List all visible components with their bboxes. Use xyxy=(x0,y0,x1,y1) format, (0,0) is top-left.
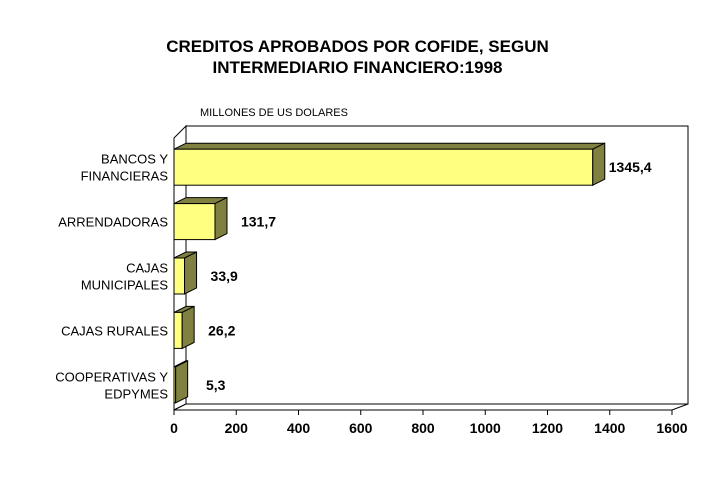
value-label: 26,2 xyxy=(208,322,235,338)
x-tick-label: 200 xyxy=(225,420,249,436)
category-label: COOPERATIVAS Y xyxy=(55,369,168,384)
bar-side xyxy=(592,142,606,187)
x-tick-label: 400 xyxy=(287,420,311,436)
value-label: 33,9 xyxy=(211,268,238,284)
x-tick-label: 1200 xyxy=(532,420,563,436)
x-tick-label: 800 xyxy=(411,420,435,436)
category-label: MUNICIPALES xyxy=(81,278,168,293)
bar xyxy=(173,257,186,295)
x-tick-label: 600 xyxy=(349,420,373,436)
value-label: 1345,4 xyxy=(609,159,652,175)
bar xyxy=(173,311,183,349)
unit-label: MILLONES DE US DOLARES xyxy=(200,107,348,119)
value-label: 5,3 xyxy=(206,377,226,393)
bar-side xyxy=(181,305,195,350)
bar xyxy=(173,203,216,241)
x-tick-label: 1600 xyxy=(656,420,687,436)
bar-side xyxy=(175,359,189,404)
chart-title-line-1: CREDITOS APROBADOS POR COFIDE, SEGUN xyxy=(166,37,549,56)
x-tick-label: 1400 xyxy=(594,420,625,436)
x-tick-label: 0 xyxy=(170,420,178,436)
x-tick-label: 1000 xyxy=(470,420,501,436)
category-label: FINANCIERAS xyxy=(81,169,169,184)
category-label: EDPYMES xyxy=(104,386,168,401)
category-label: ARRENDADORAS xyxy=(58,215,168,230)
value-label: 131,7 xyxy=(241,214,276,230)
bar-top xyxy=(173,142,605,150)
chart-title-line-2: INTERMEDIARIO FINANCIERO:1998 xyxy=(212,58,503,77)
bar xyxy=(173,148,594,186)
category-label: CAJAS xyxy=(126,261,168,276)
category-label: BANCOS Y xyxy=(101,152,168,167)
bar-side xyxy=(184,251,198,295)
category-label: CAJAS RURALES xyxy=(61,323,168,338)
floor xyxy=(173,403,689,411)
bar-side xyxy=(214,196,228,241)
